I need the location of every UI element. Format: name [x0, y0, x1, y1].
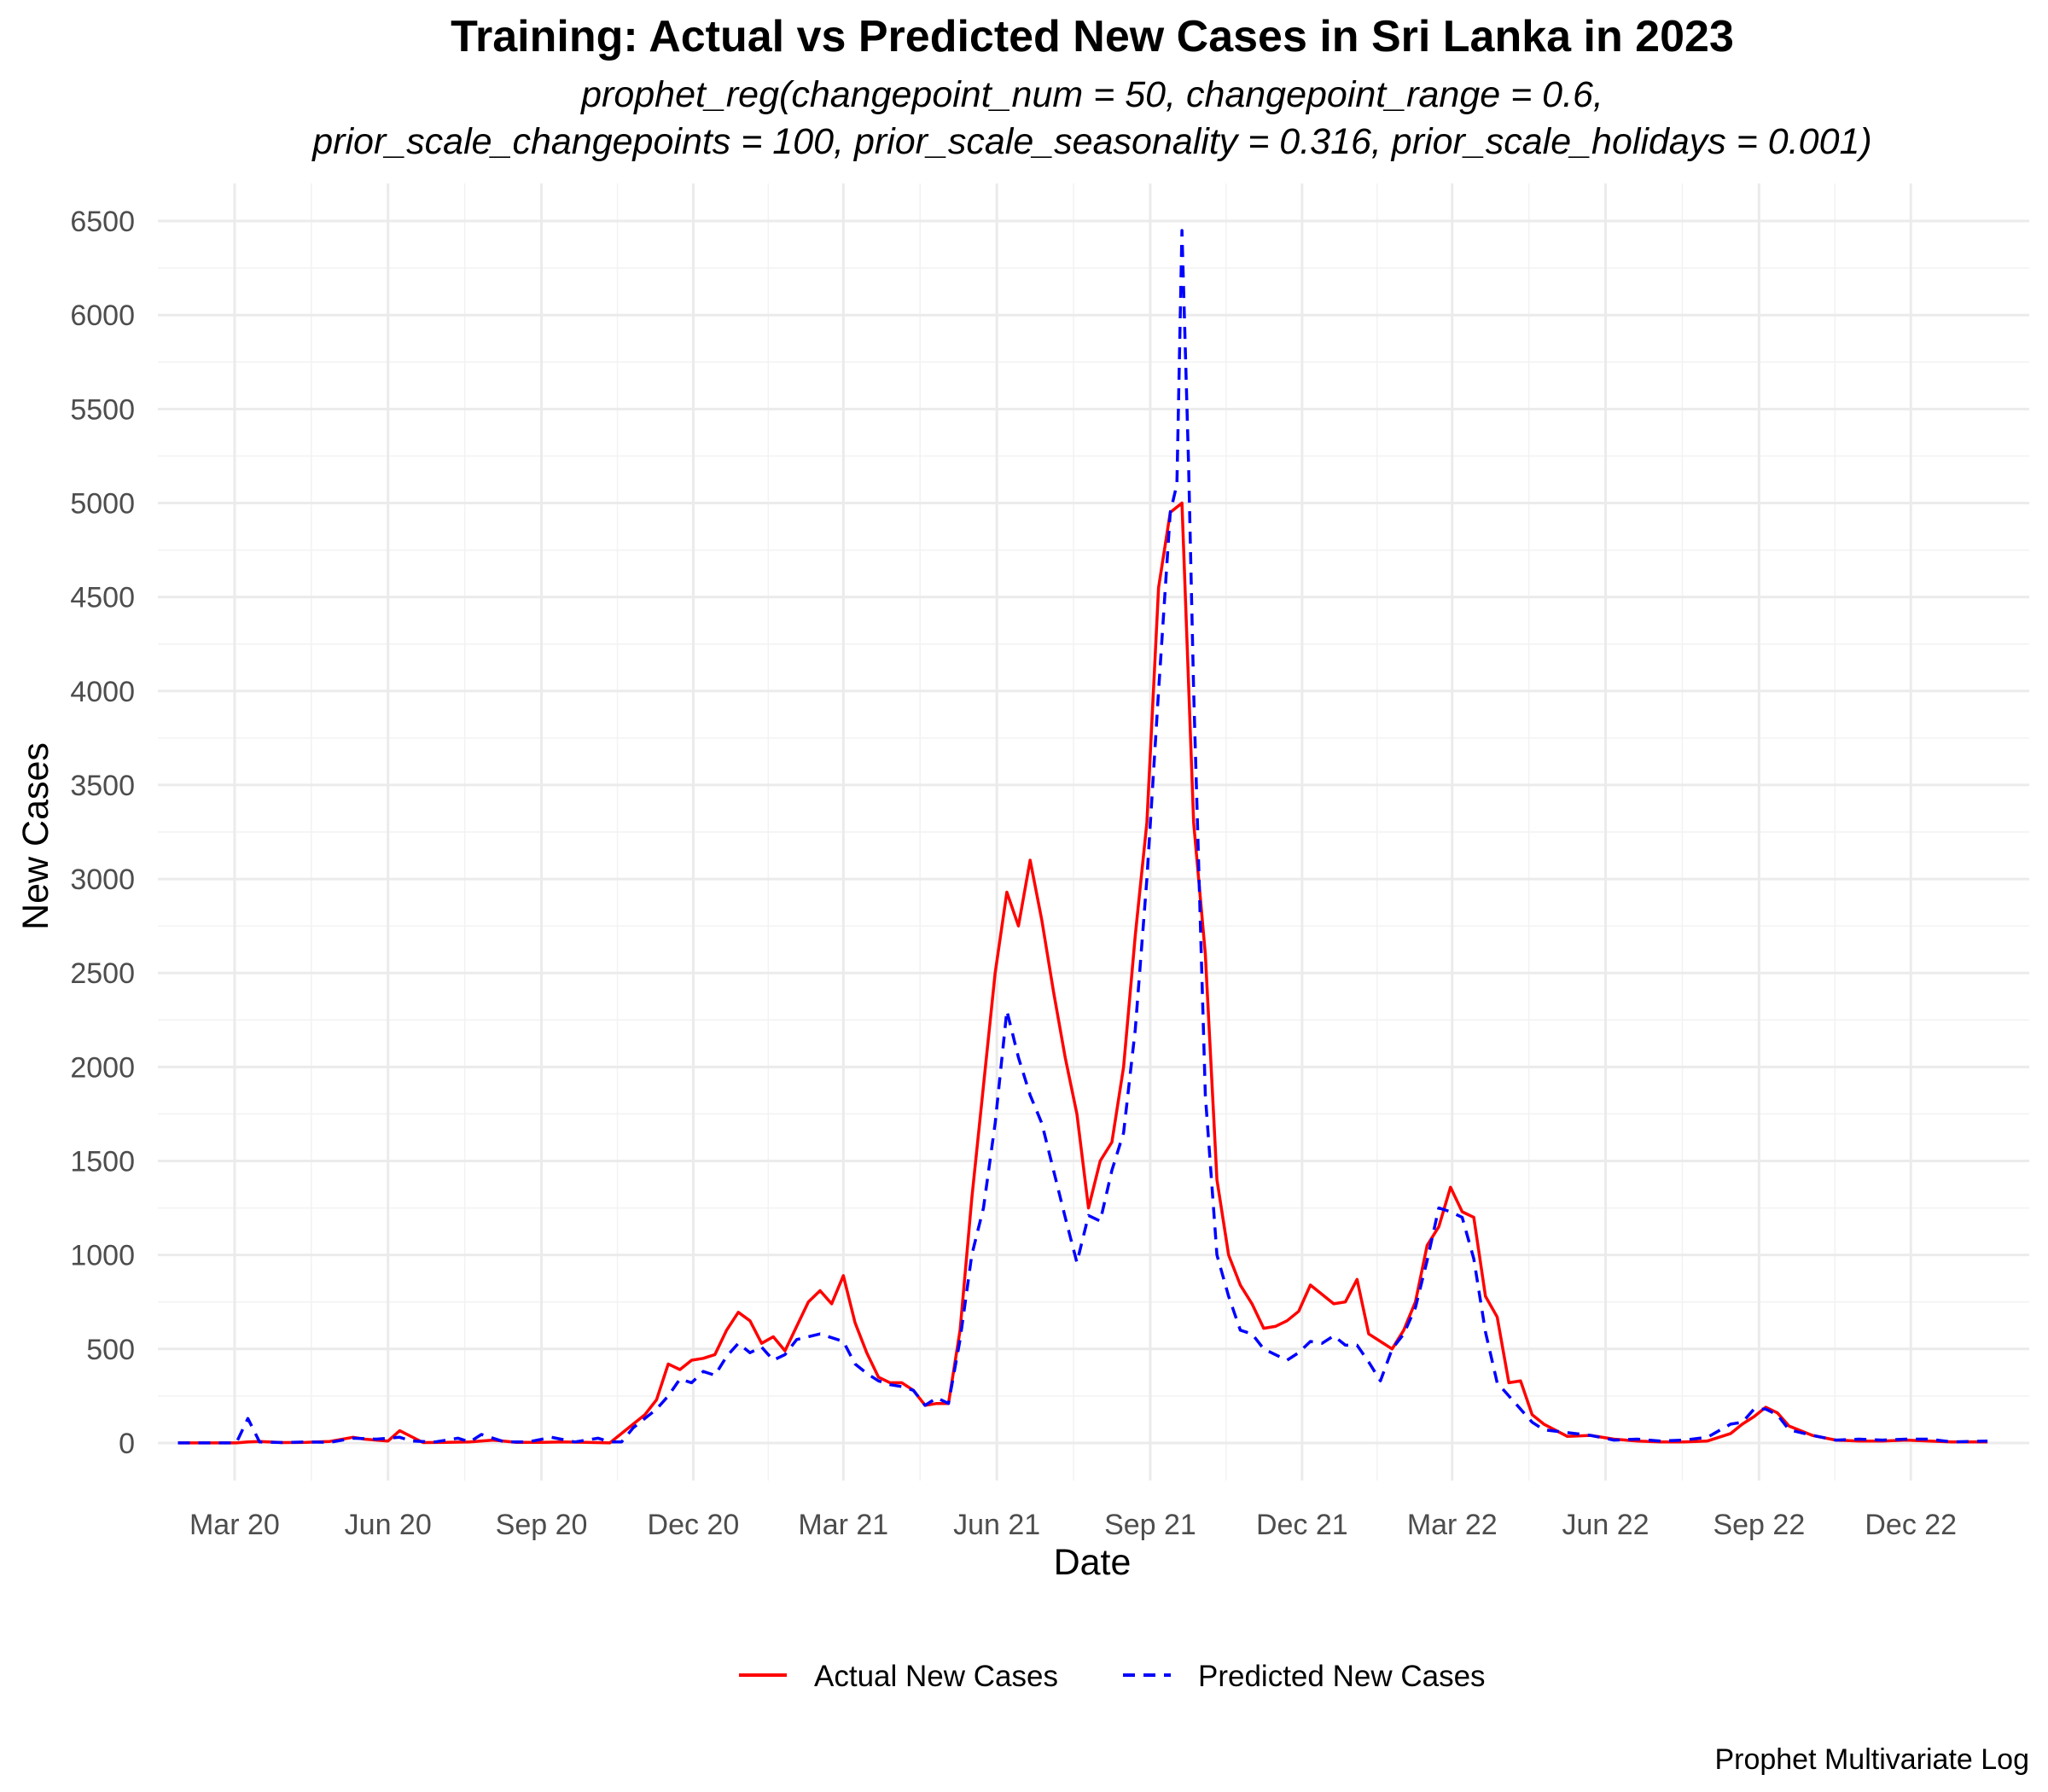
- x-tick-label: Jun 22: [1562, 1509, 1649, 1541]
- y-tick-label: 2000: [70, 1051, 135, 1084]
- x-tick-label: Dec 22: [1865, 1509, 1957, 1541]
- y-tick-label: 1000: [70, 1240, 135, 1272]
- series-line-actual: [177, 501, 1988, 1445]
- y-tick-label: 4500: [70, 582, 135, 614]
- y-tick-label: 1500: [70, 1146, 135, 1178]
- x-axis-title: Date: [1054, 1542, 1132, 1583]
- y-tick-label: 6000: [70, 300, 135, 332]
- chart-subtitle-line-1: prophet_reg(changepoint_num = 50, change…: [579, 74, 1603, 115]
- y-tick-label: 3000: [70, 864, 135, 896]
- x-tick-label: Sep 22: [1713, 1509, 1805, 1541]
- x-tick-label: Mar 20: [189, 1509, 280, 1541]
- y-tick-label: 6500: [70, 206, 135, 238]
- x-tick-label: Sep 21: [1104, 1509, 1196, 1541]
- y-tick-label: 2500: [70, 957, 135, 990]
- plot-series: [177, 229, 1988, 1445]
- x-tick-label: Dec 20: [648, 1509, 740, 1541]
- x-tick-label: Mar 22: [1407, 1509, 1498, 1541]
- x-tick-label: Sep 20: [496, 1509, 588, 1541]
- series-line-predicted: [177, 229, 1988, 1445]
- y-tick-label: 3500: [70, 770, 135, 802]
- y-tick-label: 5500: [70, 393, 135, 426]
- x-axis-ticks: Mar 20 Jun 20 Sep 20 Dec 20 Mar 21 Jun 21 Sep …: [189, 1509, 1957, 1541]
- x-tick-label: Jun 20: [345, 1509, 432, 1541]
- y-tick-label: 4000: [70, 676, 135, 708]
- y-tick-label: 500: [86, 1334, 135, 1366]
- legend-label-actual: Actual New Cases: [814, 1660, 1058, 1693]
- chart-caption: Prophet Multivariate Log: [1714, 1743, 2029, 1776]
- y-axis-title: New Cases: [15, 742, 56, 930]
- plot-grid: [158, 183, 2029, 1481]
- legend-label-predicted: Predicted New Cases: [1198, 1660, 1486, 1693]
- chart-subtitle-line-2: prior_scale_changepoints = 100, prior_sc…: [311, 121, 1871, 162]
- x-tick-label: Mar 21: [798, 1509, 888, 1541]
- y-axis-ticks: 0 500 1000 1500 2000 2500 3000 3500 4000 4500 5000…: [70, 206, 135, 1460]
- legend: Actual New Cases Predicted New Cases: [739, 1660, 1486, 1693]
- x-tick-label: Dec 21: [1256, 1509, 1348, 1541]
- chart-title: Training: Actual vs Predicted New Cases …: [451, 12, 1734, 61]
- x-tick-label: Jun 21: [953, 1509, 1040, 1541]
- y-tick-label: 0: [119, 1428, 135, 1460]
- y-tick-label: 5000: [70, 487, 135, 520]
